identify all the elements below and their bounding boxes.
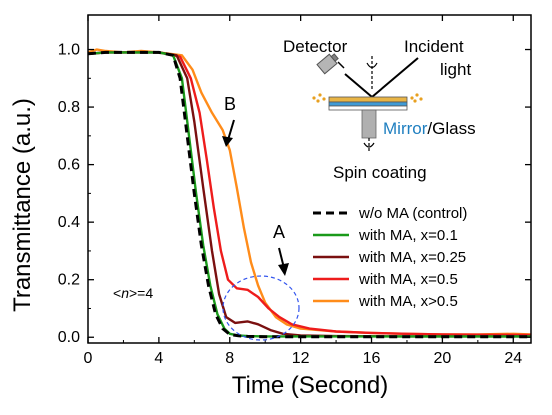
- y-tick-label-1: 0.2: [58, 272, 80, 289]
- legend-label-2: with MA, x=0.25: [358, 249, 466, 266]
- annotation-a-circle: [222, 275, 300, 341]
- annotation-a-arrow: [278, 247, 289, 276]
- legend: w/o MA (control) with MA, x=0.1 with MA, x…: [313, 205, 467, 310]
- legend-label-3: with MA, x=0.5: [358, 271, 458, 288]
- plot-frame: [87, 14, 532, 344]
- detector-icon: [316, 53, 339, 75]
- annotation-a: A: [273, 222, 285, 242]
- y-axis-title: Transmittance (a.u.): [9, 98, 36, 312]
- spray-droplets-icon: [312, 93, 423, 103]
- plot-background: [88, 15, 531, 343]
- inset-mirror-label: Mirror: [383, 119, 428, 138]
- legend-label-1: with MA, x=0.1: [358, 227, 458, 244]
- series-layer: [87, 48, 532, 339]
- n-annotation-suffix: >=4: [129, 285, 153, 301]
- x-axis-title: Time (Second): [232, 372, 389, 399]
- legend-label-0: w/o MA (control): [358, 205, 467, 222]
- x-tick-label-0: 0: [84, 350, 93, 367]
- x-tick-label-2: 8: [225, 350, 234, 367]
- y-tick-label-5: 1.0: [58, 42, 80, 59]
- inset-detector-label: Detector: [283, 37, 348, 56]
- y-tick-label-2: 0.4: [58, 214, 80, 231]
- inset-spin-label: Spin coating: [333, 163, 427, 182]
- plot-area: [88, 15, 531, 343]
- light-path-icon: [337, 57, 419, 98]
- n-annotation-prefix: <: [113, 285, 121, 301]
- axes-layer: [87, 14, 532, 344]
- inset-incident-label-2: light: [440, 60, 471, 79]
- y-tick-label-4: 0.8: [58, 99, 80, 116]
- inset-schematic: Detector Incident light: [283, 37, 476, 182]
- x-tick-label-1: 4: [154, 350, 163, 367]
- inset-substrate-label: Mirror/Glass: [383, 119, 476, 138]
- n-annotation: <n>=4: [113, 285, 153, 301]
- spin-arrow-icon: [363, 138, 375, 152]
- x-tick-label-4: 16: [363, 350, 381, 367]
- series-line-0: [87, 50, 531, 339]
- legend-label-4: with MA, x>0.5: [358, 293, 458, 310]
- x-tick-label-6: 24: [504, 350, 522, 367]
- ticks-layer: 0 4 8 12 16 20 24 0.0 0.2 0.4 0.6 0.8 1.0: [58, 15, 531, 367]
- annotation-b-arrow: [222, 119, 235, 147]
- rotation-arrow-icon: [366, 56, 378, 90]
- y-tick-label-3: 0.6: [58, 157, 80, 174]
- inset-glass-label: /Glass: [427, 119, 475, 138]
- y-tick-label-0: 0.0: [58, 329, 80, 346]
- annotation-b: B: [224, 94, 236, 114]
- x-tick-label-5: 20: [434, 350, 452, 367]
- sample-stack-icon: [328, 96, 408, 139]
- n-annotation-var: n: [121, 285, 129, 301]
- x-tick-label-3: 12: [292, 350, 310, 367]
- inset-incident-label-1: Incident: [404, 37, 464, 56]
